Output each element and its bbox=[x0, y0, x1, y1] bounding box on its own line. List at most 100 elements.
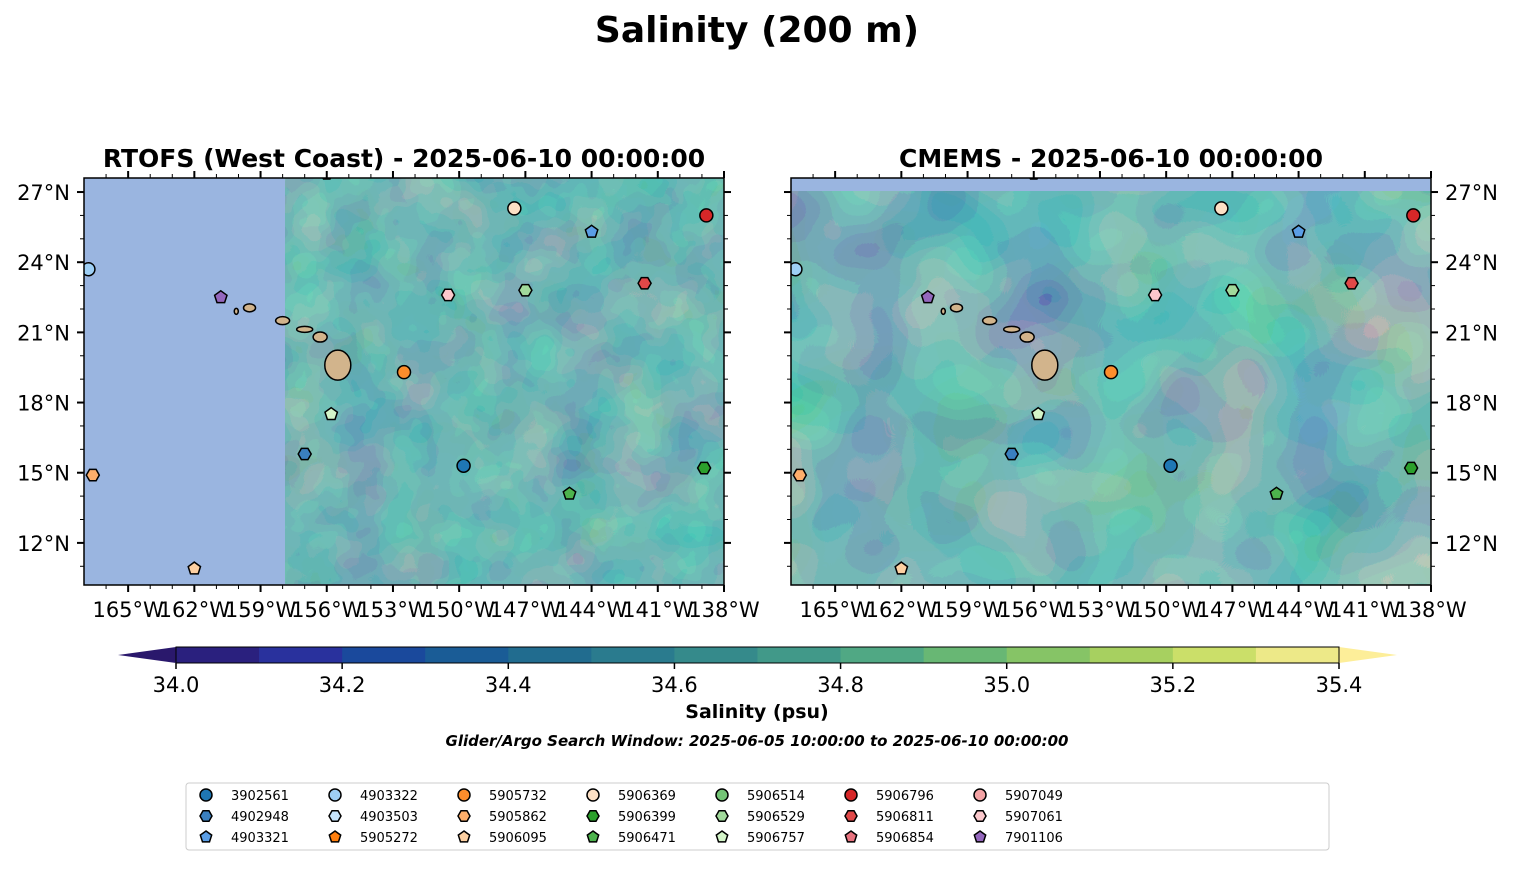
lon-tick-label: 141°W bbox=[1329, 598, 1401, 622]
legend-label: 5905272 bbox=[360, 831, 418, 846]
lat-tick-label: 18°N bbox=[1445, 392, 1498, 416]
figure-title: Salinity (200 m) bbox=[595, 10, 919, 51]
legend-marker bbox=[844, 788, 858, 802]
platform-marker-5907061 bbox=[440, 288, 456, 302]
legend-item-5905732: 5905732 bbox=[457, 788, 547, 804]
legend-item-4902948: 4902948 bbox=[199, 810, 289, 825]
colorbar-cell bbox=[1172, 647, 1257, 663]
legend-marker bbox=[586, 788, 600, 802]
legend-item-4903321: 4903321 bbox=[199, 830, 289, 846]
colorbar-cell bbox=[425, 647, 509, 663]
lat-tick-label: 24°N bbox=[1445, 251, 1498, 275]
colorbar: 34.0 34.2 34.4 34.6 34.8 35.0 35.2 35.4 Salinit… bbox=[118, 646, 1397, 723]
platform-markers-cmems bbox=[791, 178, 1421, 575]
lat-tick-label: 27°N bbox=[1445, 181, 1498, 205]
lon-tick-label: 156°W bbox=[998, 598, 1070, 622]
colorbar-cell bbox=[1006, 647, 1091, 663]
legend-label: 4902948 bbox=[231, 810, 289, 825]
legend-label: 5907061 bbox=[1005, 810, 1063, 825]
colorbar-tick-label: 34.6 bbox=[651, 673, 698, 697]
legend-item-5906757: 5906757 bbox=[715, 830, 805, 846]
map-frame bbox=[83, 177, 725, 586]
lon-tick-label: 162°W bbox=[159, 598, 231, 622]
hawaiian-islands bbox=[233, 303, 352, 381]
legend-item-4903322: 4903322 bbox=[328, 788, 418, 804]
colorbar-cell bbox=[176, 647, 260, 663]
legend-item-5906529: 5906529 bbox=[715, 810, 805, 825]
legend-label: 4903321 bbox=[231, 831, 289, 846]
legend-frame bbox=[185, 782, 1330, 851]
platform-marker-5906757 bbox=[1031, 406, 1046, 421]
legend-label: 5906369 bbox=[618, 789, 676, 804]
maui-island bbox=[312, 331, 328, 343]
platform-markers-rtofs bbox=[84, 178, 714, 575]
legend-item-7901106: 7901106 bbox=[973, 830, 1063, 846]
platform-marker-5906471 bbox=[1269, 486, 1284, 500]
colorbar-tick-label: 34.8 bbox=[817, 673, 864, 697]
niihau-island bbox=[940, 307, 947, 316]
niihau-island bbox=[233, 307, 240, 316]
colorbar-tick-label: 35.0 bbox=[983, 673, 1030, 697]
panel-rtofs: RTOFS (West Coast) - 2025-06-10 00:00:00… bbox=[17, 144, 760, 622]
lat-tick-label: 21°N bbox=[17, 321, 70, 345]
lat-tick-label: 18°N bbox=[17, 392, 70, 416]
legend-marker bbox=[844, 810, 858, 822]
platform-marker-5906529 bbox=[518, 283, 533, 297]
legend-label: 7901106 bbox=[1005, 831, 1063, 846]
panel-title-cmems: CMEMS - 2025-06-10 00:00:00 bbox=[899, 144, 1323, 173]
platform-marker-4902948 bbox=[1004, 447, 1020, 461]
lat-tick-label: 12°N bbox=[1445, 532, 1498, 556]
colorbar-extend-low bbox=[118, 647, 176, 663]
platform-marker-5906095 bbox=[187, 561, 202, 575]
colorbar-label: Salinity (psu) bbox=[685, 701, 828, 723]
platform-marker-5905732 bbox=[396, 364, 412, 380]
platform-marker-7901106 bbox=[213, 289, 228, 304]
colorbar-tick-label: 35.2 bbox=[1149, 673, 1196, 697]
kauai-island bbox=[949, 303, 964, 313]
oahu-island bbox=[274, 315, 291, 326]
search-window-note: Glider/Argo Search Window: 2025-06-05 10… bbox=[446, 732, 1069, 750]
lat-tick-label: 21°N bbox=[1445, 321, 1498, 345]
platform-legend: 3902561 4902948 4903321 4903322 4903503 59052… bbox=[185, 782, 1330, 851]
colorbar-frame bbox=[175, 646, 1340, 664]
legend-item-4903503: 4903503 bbox=[328, 810, 418, 825]
lon-tick-label: 138°W bbox=[1395, 598, 1467, 622]
legend-item-5906854: 5906854 bbox=[844, 830, 934, 846]
panel-cmems: CMEMS - 2025-06-10 00:00:00 165°W162°W15… bbox=[784, 144, 1498, 622]
salinity-swirl-cmems bbox=[791, 191, 1431, 585]
platform-marker-4903321 bbox=[584, 224, 599, 238]
panel-title-rtofs: RTOFS (West Coast) - 2025-06-10 00:00:00 bbox=[103, 144, 705, 173]
colorbar-cell bbox=[591, 647, 676, 663]
legend-item-5907061: 5907061 bbox=[973, 810, 1063, 825]
lat-tick-label: 15°N bbox=[1445, 462, 1498, 486]
platform-marker-3902561 bbox=[1163, 458, 1178, 473]
legend-item-5906095: 5906095 bbox=[457, 830, 547, 846]
lon-tick-label: 147°W bbox=[1197, 598, 1269, 622]
lat-tick-label: 27°N bbox=[17, 181, 70, 205]
colorbar-tick-label: 34.2 bbox=[319, 673, 366, 697]
legend-item-5906369: 5906369 bbox=[586, 788, 676, 804]
legend-marker bbox=[328, 788, 342, 802]
colorbar-tick-label: 34.4 bbox=[485, 673, 532, 697]
legend-label: 5907049 bbox=[1005, 789, 1063, 804]
hawaiian-islands bbox=[940, 303, 1059, 381]
lon-tick-label: 144°W bbox=[1263, 598, 1335, 622]
lon-tick-label: 159°W bbox=[225, 598, 297, 622]
legend-item-5905862: 5905862 bbox=[457, 810, 547, 825]
legend-label: 5906095 bbox=[489, 831, 547, 846]
legend-marker bbox=[586, 830, 600, 843]
legend-label: 5906399 bbox=[618, 810, 676, 825]
legend-marker bbox=[715, 788, 729, 802]
colorbar-cell bbox=[757, 647, 842, 663]
legend-label: 5906471 bbox=[618, 831, 676, 846]
legend-marker bbox=[715, 830, 729, 843]
colorbar-cell bbox=[1255, 647, 1340, 663]
lon-tick-label: 156°W bbox=[291, 598, 363, 622]
lat-tick-label: 15°N bbox=[17, 462, 70, 486]
platform-marker-7901106 bbox=[920, 289, 935, 304]
platform-marker-4903322 bbox=[84, 261, 96, 277]
legend-marker bbox=[457, 788, 471, 802]
lon-tick-label: 147°W bbox=[490, 598, 562, 622]
maui-island bbox=[1019, 331, 1035, 343]
legend-label: 4903322 bbox=[360, 789, 418, 804]
